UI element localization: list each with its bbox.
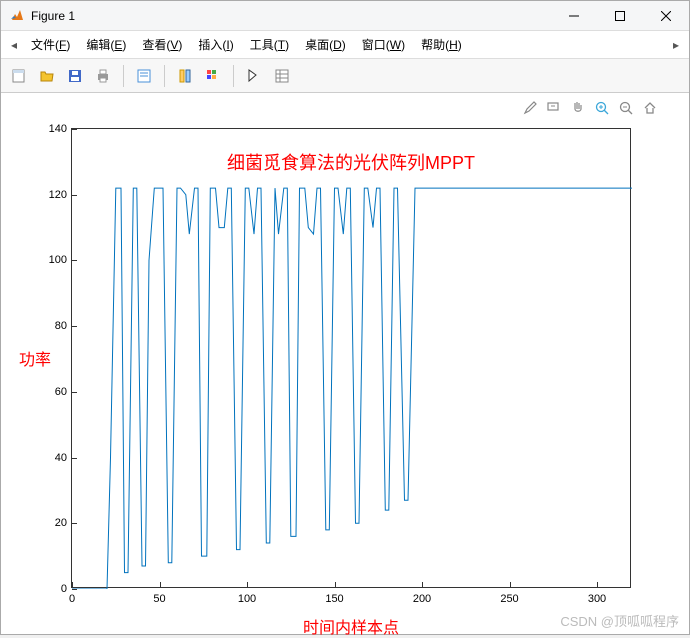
x-tick-label: 150 xyxy=(325,593,343,605)
property-inspector-button[interactable] xyxy=(270,64,294,88)
menu-scroll-right[interactable]: ▸ xyxy=(667,38,685,52)
menu-v[interactable]: 查看(V) xyxy=(134,32,190,57)
zoom-out-icon[interactable] xyxy=(617,99,635,117)
y-axis-label: 功率 xyxy=(19,346,51,370)
x-tick-label: 0 xyxy=(69,593,75,605)
window-buttons xyxy=(551,1,689,31)
menu-f[interactable]: 文件(F) xyxy=(23,32,78,57)
chart: 细菌觅食算法的光伏阵列MPPT 020406080100120140 05010… xyxy=(71,128,631,588)
print-preview-button[interactable] xyxy=(132,64,156,88)
save-button[interactable] xyxy=(63,64,87,88)
chart-title: 细菌觅食算法的光伏阵列MPPT xyxy=(227,149,475,175)
y-tick-label: 0 xyxy=(42,583,67,595)
window-title: Figure 1 xyxy=(31,9,551,23)
x-tick-label: 250 xyxy=(500,593,518,605)
menu-scroll-left[interactable]: ◂ xyxy=(5,38,23,52)
menu-w[interactable]: 窗口(W) xyxy=(354,32,413,57)
menu-i[interactable]: 插入(I) xyxy=(190,32,241,57)
close-button[interactable] xyxy=(643,1,689,31)
edit-plot-button[interactable] xyxy=(242,64,266,88)
y-tick-label: 100 xyxy=(42,254,67,266)
menu-h[interactable]: 帮助(H) xyxy=(413,32,470,57)
open-button[interactable] xyxy=(35,64,59,88)
matlab-icon xyxy=(9,8,25,24)
toolbar xyxy=(1,59,689,93)
colorbar-button[interactable] xyxy=(201,64,225,88)
axes-toolbar xyxy=(521,99,659,117)
y-tick-label: 40 xyxy=(42,452,67,464)
toolbar-separator xyxy=(123,65,124,87)
x-tick-label: 300 xyxy=(588,593,606,605)
x-tick-label: 200 xyxy=(413,593,431,605)
datatip-icon[interactable] xyxy=(545,99,563,117)
menu-e[interactable]: 编辑(E) xyxy=(78,32,134,57)
x-axis-label: 时间内样本点 xyxy=(303,614,399,638)
menu-t[interactable]: 工具(T) xyxy=(242,32,297,57)
watermark: CSDN @顶呱呱程序 xyxy=(560,611,679,630)
maximize-button[interactable] xyxy=(597,1,643,31)
y-tick-label: 120 xyxy=(42,189,67,201)
home-icon[interactable] xyxy=(641,99,659,117)
y-tick-label: 140 xyxy=(42,123,67,135)
axes-box: 细菌觅食算法的光伏阵列MPPT 020406080100120140 05010… xyxy=(71,128,631,588)
toolbar-separator xyxy=(233,65,234,87)
line-series xyxy=(72,129,632,589)
x-tick-label: 50 xyxy=(153,593,165,605)
y-tick-label: 20 xyxy=(42,517,67,529)
figure-window: Figure 1 ◂ 文件(F)编辑(E)查看(V)插入(I)工具(T)桌面(D… xyxy=(0,0,690,635)
new-figure-button[interactable] xyxy=(7,64,31,88)
menubar: ◂ 文件(F)编辑(E)查看(V)插入(I)工具(T)桌面(D)窗口(W)帮助(… xyxy=(1,31,689,59)
toolbar-separator xyxy=(164,65,165,87)
y-tick-label: 80 xyxy=(42,320,67,332)
pan-icon[interactable] xyxy=(569,99,587,117)
minimize-button[interactable] xyxy=(551,1,597,31)
y-tick-label: 60 xyxy=(42,386,67,398)
plot-area: 细菌觅食算法的光伏阵列MPPT 0 20 40 60 80 100 120 140 0 50 10… xyxy=(1,93,689,634)
print-button[interactable] xyxy=(91,64,115,88)
titlebar: Figure 1 xyxy=(1,1,689,31)
x-tick-label: 100 xyxy=(238,593,256,605)
link-plot-button[interactable] xyxy=(173,64,197,88)
zoom-in-icon[interactable] xyxy=(593,99,611,117)
menu-d[interactable]: 桌面(D) xyxy=(297,32,354,57)
menu-items: 文件(F)编辑(E)查看(V)插入(I)工具(T)桌面(D)窗口(W)帮助(H) xyxy=(23,32,470,57)
brush-icon[interactable] xyxy=(521,99,539,117)
